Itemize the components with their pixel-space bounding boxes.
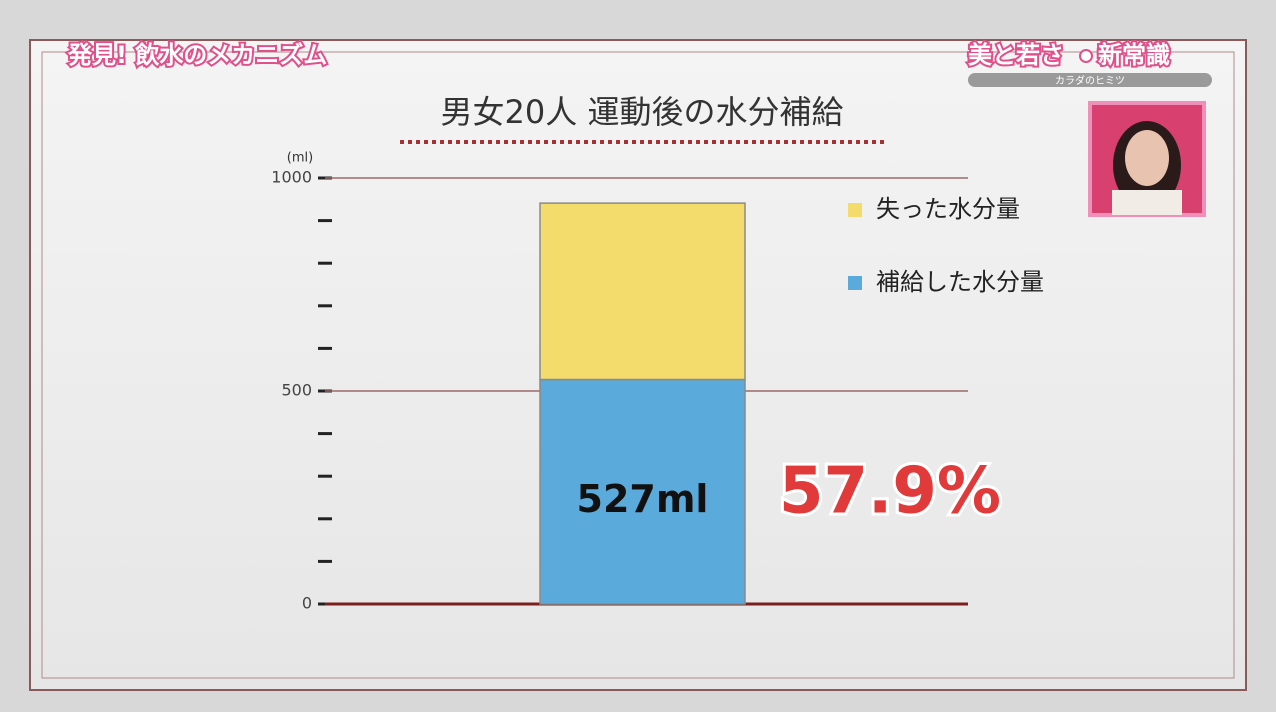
badge-text: 美と若さ [968,41,1064,69]
badge-text: 新常識 [1098,41,1170,69]
badge-strip [968,73,1212,87]
bar-segment [539,378,746,605]
legend-label: 失った水分量 [876,195,1020,223]
inset-clothes [1112,190,1182,215]
chart-title: 男女20人 運動後の水分補給 [441,93,844,131]
annotation: 57.9% [779,455,1001,529]
legend-swatch [848,276,862,290]
y-tick-label: 1000 [271,168,312,187]
corner-title: 発見! 飲水のメカニズム [67,41,327,69]
badge-subtext: カラダのヒミツ [1055,74,1125,87]
panel-inner-frame [41,51,1235,679]
legend-swatch [848,203,862,217]
y-unit: (ml) [287,151,313,166]
bar-segment [539,202,746,381]
value-label: 527ml [577,477,709,521]
y-tick-label: 500 [281,381,312,400]
y-tick-label: 0 [302,594,312,613]
inset-face [1125,130,1169,186]
badge-dot [1079,49,1093,63]
legend-label: 補給した水分量 [876,268,1044,296]
